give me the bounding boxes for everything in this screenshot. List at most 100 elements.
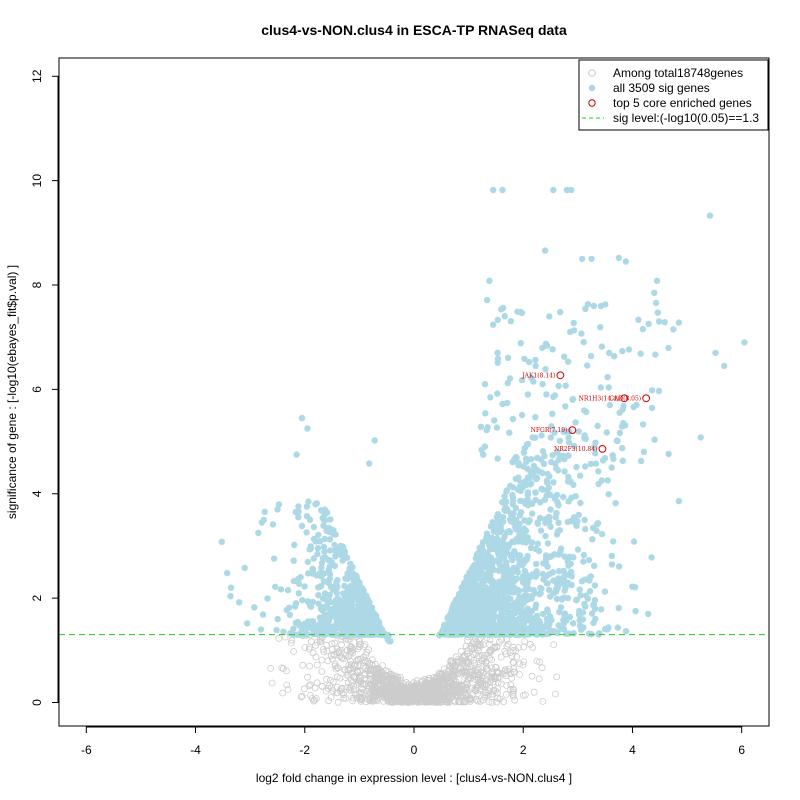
sig-point: [500, 518, 507, 525]
nonsig-point: [317, 637, 325, 645]
nonsig-point: [491, 687, 499, 694]
sig-point: [516, 552, 524, 559]
sig-point: [257, 626, 265, 633]
sig-point: [273, 626, 280, 634]
sig-point: [514, 486, 522, 493]
sig-point: [591, 582, 599, 589]
sig-point: [556, 608, 563, 616]
sig-point: [537, 527, 545, 534]
sig-point: [524, 605, 531, 612]
sig-point: [712, 349, 719, 357]
y-tick-label: 8: [30, 281, 44, 288]
sig-point: [547, 434, 555, 441]
nonsig-point: [401, 690, 409, 698]
sig-point: [610, 538, 617, 545]
sig-point: [592, 460, 600, 467]
nonsig-point: [369, 697, 377, 705]
sig-point: [500, 304, 507, 312]
nonsig-point: [297, 693, 305, 701]
sig-point: [632, 607, 639, 615]
sig-point: [341, 594, 349, 601]
nonsig-point: [502, 691, 510, 698]
sig-point: [635, 316, 642, 323]
nonsig-point: [364, 658, 372, 666]
sig-point: [615, 254, 622, 262]
sig-point: [560, 577, 568, 584]
x-tick-label: -2: [299, 743, 310, 757]
sig-point: [333, 581, 340, 588]
sig-point: [272, 583, 279, 590]
sig-point: [543, 620, 550, 627]
sig-point: [506, 588, 514, 595]
sig-point: [568, 573, 575, 580]
sig-point: [569, 395, 577, 403]
sig-point: [499, 550, 506, 557]
sig-point: [595, 631, 602, 638]
nonsig-point: [279, 665, 287, 672]
nonsig-point: [299, 661, 307, 669]
sig-point: [301, 583, 308, 590]
nonsig-point: [332, 665, 340, 673]
sig-point: [554, 448, 561, 455]
nonsig-point: [494, 685, 502, 692]
nonsig-point: [275, 634, 283, 642]
nonsig-point: [326, 682, 333, 689]
sig-point: [581, 516, 588, 524]
nonsig-point: [430, 696, 438, 704]
sig-point: [531, 434, 539, 441]
nonsig-point: [488, 664, 496, 672]
sig-point: [625, 346, 633, 353]
nonsig-point: [493, 689, 501, 696]
sig-point: [542, 552, 550, 559]
nonsig-point: [346, 646, 354, 653]
sig-point: [540, 576, 547, 583]
nonsig-point: [366, 672, 374, 680]
sig-point: [562, 382, 569, 389]
nonsig-point: [450, 676, 458, 684]
sig-point: [563, 617, 570, 624]
nonsig-point: [333, 664, 341, 671]
sig-point: [615, 604, 622, 612]
sig-point: [521, 580, 529, 587]
sig-point: [349, 564, 356, 571]
sig-point: [364, 630, 371, 638]
sig-point: [495, 567, 503, 574]
sig-point: [454, 627, 461, 634]
sig-point: [587, 352, 595, 360]
sig-point: [491, 523, 498, 530]
nonsig-point: [509, 690, 517, 698]
sig-point: [558, 596, 565, 603]
sig-point: [506, 375, 514, 382]
nonsig-point: [513, 653, 521, 661]
sig-point: [494, 349, 501, 356]
sig-point: [581, 600, 588, 608]
nonsig-point: [384, 698, 392, 705]
sig-point: [544, 540, 552, 547]
nonsig-point: [463, 650, 471, 657]
nonsig-point: [463, 696, 471, 703]
nonsig-point: [437, 680, 445, 688]
sig-point: [508, 552, 516, 559]
nonsig-point: [493, 643, 501, 650]
sig-point: [582, 525, 589, 533]
sig-point: [304, 425, 311, 432]
sig-point: [343, 554, 351, 561]
nonsig-point: [333, 645, 341, 653]
nonsig-point: [476, 697, 484, 705]
nonsig-point: [470, 651, 478, 659]
nonsig-point: [376, 681, 384, 688]
nonsig-point: [480, 654, 487, 662]
nonsig-point: [520, 643, 528, 651]
sig-point: [580, 551, 588, 559]
core-gene-label: NR2F3(10.84): [554, 446, 597, 453]
sig-point: [562, 584, 569, 591]
sig-point: [318, 573, 325, 580]
sig-points: [218, 186, 748, 645]
sig-point: [528, 375, 535, 382]
sig-point: [606, 401, 614, 409]
sig-point: [501, 313, 508, 320]
sig-point: [516, 587, 523, 594]
nonsig-point: [356, 638, 364, 645]
sig-point: [555, 382, 562, 390]
